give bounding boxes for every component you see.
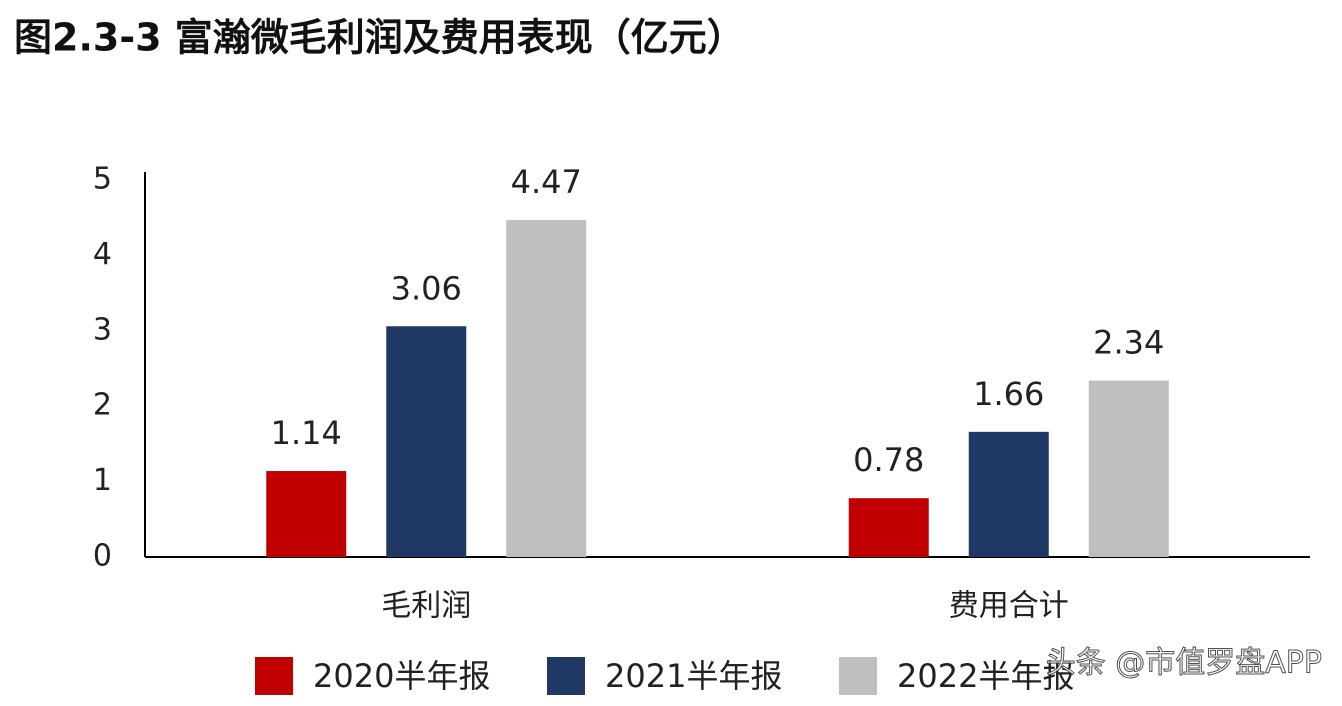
bar [506,219,587,557]
bar [968,431,1049,557]
y-tick-label: 5 [93,162,112,197]
legend-label: 2022半年报 [897,657,1074,695]
x-tick-label: 费用合计 [949,589,1069,624]
watermark: 头条 @市值罗盘APP [1046,646,1322,681]
y-tick-label: 3 [93,312,112,347]
y-tick-label: 0 [93,539,112,574]
value-label: 2.34 [1093,324,1164,362]
y-tick-label: 1 [93,463,112,498]
legend-label: 2020半年报 [313,657,490,695]
bar [386,326,467,557]
legend-swatch [839,657,877,695]
value-label: 1.66 [973,375,1044,413]
y-tick-label: 4 [93,237,112,272]
bar [848,498,929,557]
legend-swatch [547,657,585,695]
value-label: 1.14 [271,414,342,452]
legend-label: 2021半年报 [605,657,782,695]
value-label: 3.06 [391,269,462,307]
chart-title: 图2.3-3 富瀚微毛利润及费用表现（亿元） [14,16,745,60]
x-tick-label: 毛利润 [381,589,471,624]
legend-swatch [255,657,293,695]
y-tick-label: 2 [93,388,112,423]
bar [266,471,347,557]
bar [1088,380,1169,557]
value-label: 4.47 [511,163,582,201]
value-label: 0.78 [853,441,924,479]
